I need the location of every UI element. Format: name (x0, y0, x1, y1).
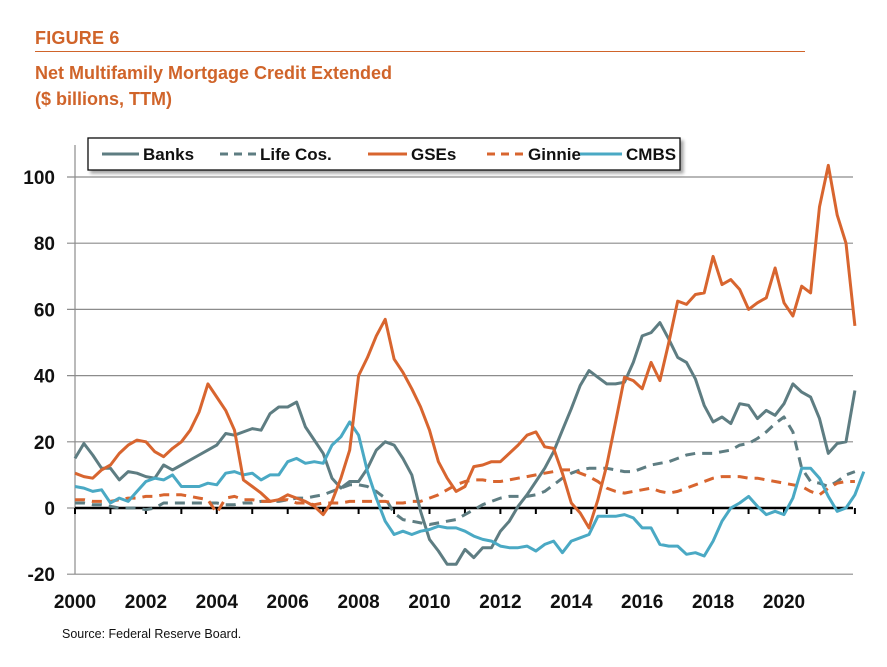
series-line-life-cos (75, 415, 856, 526)
gridlines (67, 176, 853, 575)
x-tick-label: 2018 (692, 592, 734, 613)
series-line-gses (74, 163, 857, 530)
y-tick-label: 0 (44, 499, 55, 520)
y-tick-label: 80 (34, 234, 55, 255)
legend: Banks Life Cos. GSEs Ginnie CMBS (87, 137, 681, 171)
x-tick-label: 2014 (550, 592, 593, 613)
figure-divider (35, 51, 805, 52)
x-tick-label: 2006 (267, 592, 309, 613)
x-tick-label: 2004 (196, 592, 239, 613)
x-tick-label: 2002 (125, 592, 167, 613)
figure-title: Net Multifamily Mortgage Credit Extended… (35, 60, 392, 112)
y-tick-label: 20 (34, 433, 55, 454)
legend-label: Life Cos. (260, 145, 332, 164)
figure-label: FIGURE 6 (35, 28, 120, 48)
series-lines (73, 163, 866, 566)
legend-label: Banks (143, 145, 194, 164)
y-tick-label: 100 (23, 168, 55, 189)
x-tick-label: 2012 (479, 592, 521, 613)
x-tick-label: 2016 (621, 592, 663, 613)
series-line-ginnie (75, 468, 855, 515)
legend-label: Ginnie (528, 145, 581, 164)
figure-title-line1: Net Multifamily Mortgage Credit Extended (35, 63, 393, 83)
x-axis: 2000 2002 2004 2006 2008 2010 2012 2014 2016 2018… (54, 506, 856, 613)
y-tick-label: -20 (28, 565, 55, 586)
legend-label: GSEs (411, 145, 456, 164)
figure-title-line2: ($ billions, TTM) (35, 89, 172, 109)
x-tick-label: 2020 (763, 592, 805, 613)
y-axis: -20 0 20 40 60 80 100 (23, 145, 76, 586)
source-note: Source: Federal Reserve Board. (62, 627, 242, 641)
x-tick-label: 2010 (408, 592, 450, 613)
series-line-cmbs (74, 420, 866, 558)
y-tick-label: 60 (34, 300, 55, 321)
legend-label: CMBS (626, 145, 676, 164)
y-tick-label: 40 (34, 367, 55, 388)
series-line-banks (73, 321, 857, 566)
x-tick-label: 2000 (54, 592, 96, 613)
x-tick-label: 2008 (337, 592, 379, 613)
